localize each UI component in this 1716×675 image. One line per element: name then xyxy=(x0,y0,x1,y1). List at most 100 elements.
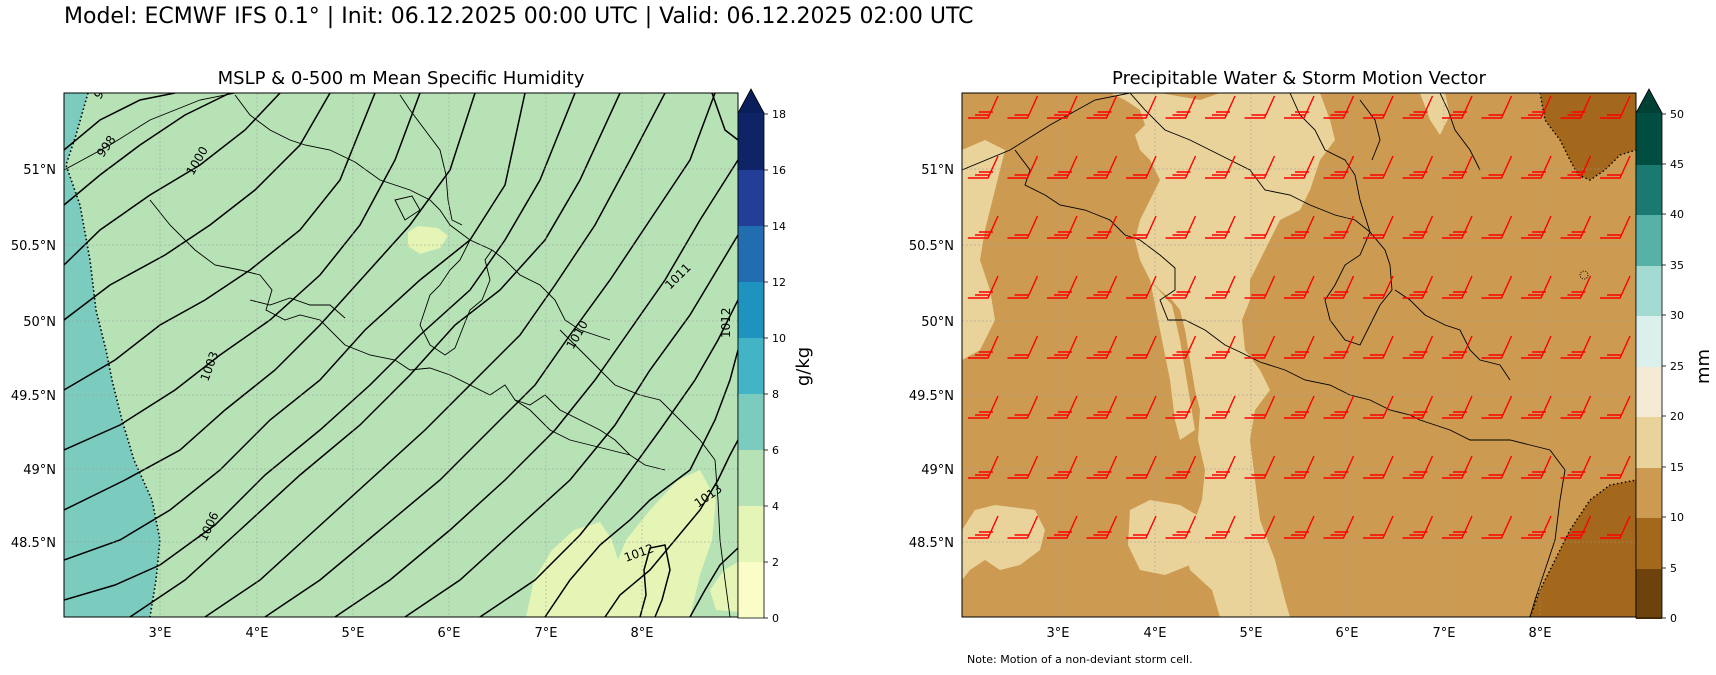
right-xtick-7e: 7°E xyxy=(1433,626,1456,641)
left-cb-tick-2: 2 xyxy=(772,556,779,569)
left-colorbar-band-3 xyxy=(738,393,764,450)
left-country-borders xyxy=(64,93,731,617)
storm-motion-barb xyxy=(1363,515,1394,539)
storm-motion-barb xyxy=(1481,215,1513,239)
right-y-axis-ticks: 51°N 50.5°N 50°N 49.5°N 49°N 48.5°N xyxy=(909,163,954,551)
storm-motion-barb xyxy=(1560,155,1592,179)
left-colorbar-band-1 xyxy=(738,505,764,562)
left-colorbar-ticks xyxy=(764,113,768,619)
left-ytick-48.5n: 48.5°N xyxy=(11,536,56,551)
right-colorbar-band-5 xyxy=(1636,316,1662,367)
storm-motion-barb xyxy=(1244,395,1276,419)
pwat-dotted-boundary-ne xyxy=(1539,93,1636,181)
storm-motion-barb xyxy=(968,275,999,299)
isobar-label-1012-east: 1012 xyxy=(719,307,733,338)
right-colorbar-band-2 xyxy=(1636,467,1662,518)
left-gridlines xyxy=(64,93,738,617)
storm-motion-barb xyxy=(1402,95,1434,119)
left-ytick-49n: 49°N xyxy=(23,463,56,478)
storm-motion-barb xyxy=(1363,335,1394,359)
left-cb-tick-18: 18 xyxy=(772,108,786,121)
left-cb-tick-0: 0 xyxy=(772,612,779,625)
right-cb-tick-40: 40 xyxy=(1670,208,1684,221)
right-colorbar-band-7 xyxy=(1636,215,1662,266)
right-xtick-4e: 4°E xyxy=(1144,626,1167,641)
storm-motion-barb xyxy=(1007,95,1039,119)
storm-motion-barb xyxy=(1521,215,1552,239)
right-colorbar-band-4 xyxy=(1636,366,1662,417)
storm-motion-barb xyxy=(1126,395,1157,419)
left-xtick-5e: 5°E xyxy=(342,626,365,641)
storm-motion-barb xyxy=(1244,515,1276,539)
left-xtick-4e: 4°E xyxy=(246,626,269,641)
storm-motion-barb xyxy=(1284,455,1315,479)
storm-motion-barb xyxy=(968,515,999,539)
storm-motion-barb xyxy=(1402,335,1434,359)
humidity-fill-2-4-east xyxy=(710,562,738,612)
storm-motion-barb xyxy=(1323,395,1355,419)
left-colorbar: 0 2 4 6 8 10 12 14 16 18 xyxy=(737,88,786,625)
storm-motion-barb xyxy=(1047,455,1078,479)
pwat-fill-5-10-southeast xyxy=(1530,480,1636,617)
right-colorbar-band-0 xyxy=(1636,568,1662,619)
left-x-axis-ticks: 3°E 4°E 5°E 6°E 7°E 8°E xyxy=(149,626,654,641)
left-colorbar-outline xyxy=(737,88,765,619)
pwat-fill-15-20-east xyxy=(1420,93,1450,135)
storm-motion-barb xyxy=(1047,335,1078,359)
storm-motion-barb xyxy=(1442,155,1473,179)
storm-motion-barb xyxy=(1007,455,1039,479)
storm-motion-barb xyxy=(1600,275,1631,299)
storm-motion-barb xyxy=(1481,95,1513,119)
storm-motion-barb xyxy=(1600,155,1631,179)
right-cb-tick-45: 45 xyxy=(1670,158,1684,171)
storm-motion-barb xyxy=(1244,95,1276,119)
left-cb-tick-4: 4 xyxy=(772,500,779,513)
storm-motion-barb xyxy=(1086,95,1118,119)
storm-motion-barb xyxy=(968,95,999,119)
storm-motion-barb xyxy=(1363,155,1394,179)
right-cb-tick-25: 25 xyxy=(1670,360,1684,373)
storm-motion-barb xyxy=(1205,455,1236,479)
left-colorbar-band-5 xyxy=(738,281,764,338)
storm-motion-barb xyxy=(1165,95,1197,119)
left-panel-title: MSLP & 0-500 m Mean Specific Humidity xyxy=(217,68,585,89)
storm-motion-barb xyxy=(1521,275,1552,299)
storm-motion-barb xyxy=(1047,215,1078,239)
storm-motion-barb xyxy=(1442,215,1473,239)
storm-motion-barb xyxy=(1086,515,1118,539)
storm-motion-barb xyxy=(1521,395,1552,419)
storm-motion-barb xyxy=(1284,515,1315,539)
left-cb-tick-10: 10 xyxy=(772,332,786,345)
storm-motion-barb xyxy=(1244,335,1276,359)
storm-motion-barb xyxy=(1086,215,1118,239)
left-xtick-6e: 6°E xyxy=(438,626,461,641)
right-cb-tick-0: 0 xyxy=(1670,612,1677,625)
right-colorbar-outline xyxy=(1635,88,1663,619)
pwat-fill-15-20-west xyxy=(962,140,1005,360)
right-country-borders xyxy=(962,93,1566,617)
storm-motion-barb xyxy=(1284,275,1315,299)
storm-motion-barb xyxy=(1481,395,1513,419)
right-cb-tick-10: 10 xyxy=(1670,511,1684,524)
right-colorbar-ticks xyxy=(1662,113,1666,619)
left-map-panel: 99 998 1000 1003 1006 1010 1011 1012 101… xyxy=(64,93,738,617)
storm-motion-barb xyxy=(1600,455,1631,479)
storm-motion-barb xyxy=(1323,455,1355,479)
storm-motion-barb xyxy=(1126,335,1157,359)
right-gridlines xyxy=(962,93,1636,617)
right-ytick-50n: 50°N xyxy=(921,315,954,330)
right-xtick-3e: 3°E xyxy=(1047,626,1070,641)
storm-motion-barb xyxy=(1284,215,1315,239)
storm-motion-barb xyxy=(1126,155,1157,179)
humidity-fill-2-4-south xyxy=(526,470,716,617)
storm-motion-barb xyxy=(1126,215,1157,239)
left-xtick-8e: 8°E xyxy=(631,626,654,641)
right-colorbar-extend-arrow xyxy=(1636,89,1662,113)
storm-motion-barb xyxy=(968,335,999,359)
left-ytick-49.5n: 49.5°N xyxy=(11,389,56,404)
storm-motion-barb xyxy=(1047,395,1078,419)
right-ytick-49n: 49°N xyxy=(921,463,954,478)
right-cb-tick-15: 15 xyxy=(1670,461,1684,474)
left-xtick-3e: 3°E xyxy=(149,626,172,641)
left-colorbar-band-8 xyxy=(738,113,764,170)
